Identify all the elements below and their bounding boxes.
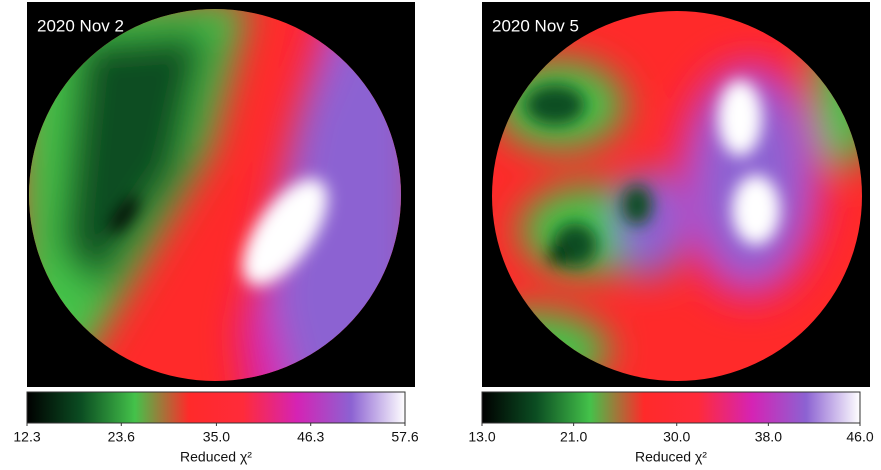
map-panel [27,2,415,387]
colorbar-tick-label: 21.0 [560,429,587,445]
panel-title: 2020 Nov 5 [492,16,579,35]
colorbar-tick-label: 23.6 [108,429,135,445]
colorbar-label: Reduced χ² [180,449,252,465]
colorbar-tick-label: 38.0 [755,429,782,445]
colorbar-tick-label: 46.0 [846,429,873,445]
panel-title: 2020 Nov 2 [37,16,124,35]
colorbar-tick-label: 57.6 [391,429,418,445]
map-panel [482,2,870,387]
colorbar-tick-label: 35.0 [203,429,230,445]
colorbar-tick-label: 46.3 [297,429,324,445]
colorbar-tick-label: 12.3 [13,429,40,445]
colorbar [481,391,861,424]
colorbar-tick-label: 13.0 [468,429,495,445]
colorbar [26,391,406,424]
colorbar-tick-label: 30.0 [663,429,690,445]
colorbar-label: Reduced χ² [635,449,707,465]
